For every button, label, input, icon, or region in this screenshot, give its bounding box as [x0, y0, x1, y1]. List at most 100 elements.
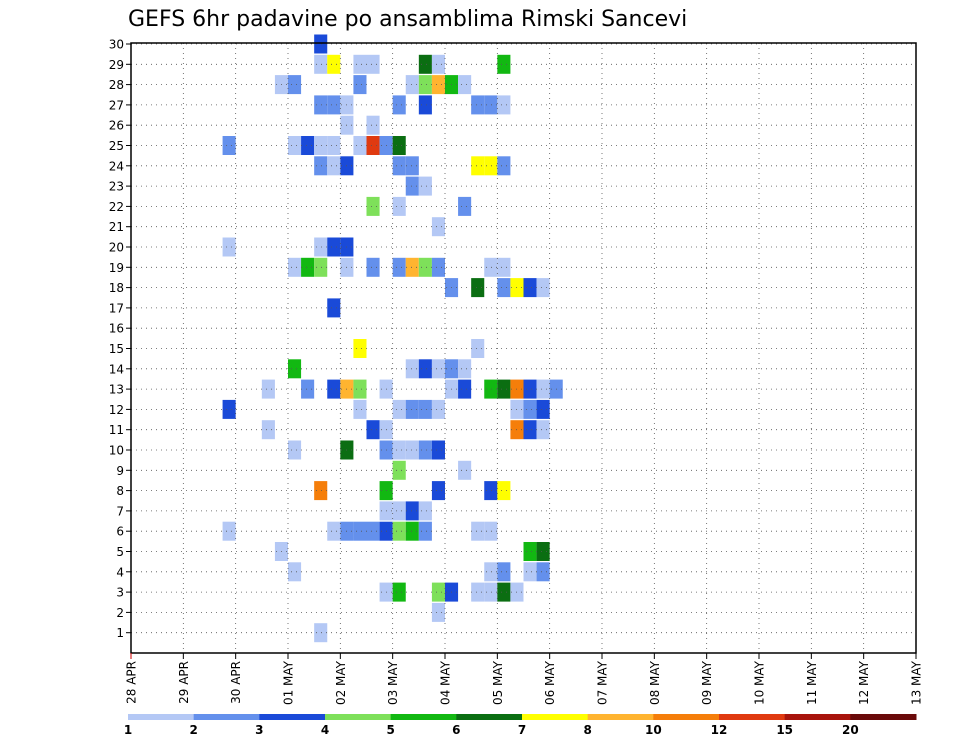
heatmap-cell-m27-s14: [314, 95, 328, 115]
heatmap-cell-m28-s22: [418, 75, 432, 95]
heatmap-cell-m3-s27: [484, 582, 498, 602]
heatmap-cell-m11-s30: [523, 420, 537, 440]
y-tick-label: 9: [116, 464, 124, 478]
heatmap-cell-m18-s31: [536, 278, 550, 298]
y-tick-label: 30: [109, 38, 124, 52]
heatmap-cell-m27-s20: [392, 95, 406, 115]
colorbar-segment: [587, 714, 654, 720]
colorbar-tick-label: 10: [645, 723, 662, 737]
y-tick-label: 27: [109, 98, 124, 112]
heatmap-cell-m19-s28: [497, 257, 511, 277]
heatmap-cell-m8-s23: [431, 481, 445, 501]
colorbar-tick-label: 8: [583, 723, 591, 737]
heatmap-cell-m3-s20: [392, 582, 406, 602]
heatmap-cell-m25-s20: [392, 136, 406, 155]
colorbar-tick-label: 2: [189, 723, 197, 737]
heatmap-cell-m9-s20: [392, 460, 406, 480]
x-tick-label: 29 APR: [177, 661, 191, 704]
y-tick-label: 24: [109, 159, 124, 173]
heatmap-cell-m5-s30: [523, 542, 537, 561]
y-tick-label: 1: [116, 626, 124, 640]
colorbar-segment: [259, 714, 326, 720]
heatmap-cell-m13-s27: [484, 379, 498, 399]
colorbar-segment: [719, 714, 786, 720]
x-tick-label: 08 MAY: [648, 660, 662, 705]
heatmap-cell-m6-s27: [484, 521, 498, 541]
heatmap-cell-m6-s15: [327, 521, 341, 541]
y-axis: 1234567891011121314151617181920212223242…: [109, 38, 131, 640]
heatmap-cell-m30-s14: [314, 34, 328, 54]
heatmap-cell-m12-s30: [523, 399, 537, 419]
heatmap-cell-m23-s21: [405, 176, 419, 196]
y-tick-label: 19: [109, 261, 124, 275]
y-tick-label: 11: [109, 423, 124, 437]
heatmap-cell-m25-s17: [353, 136, 367, 155]
colorbar-tick-label: 12: [711, 723, 728, 737]
heatmap-cell-m19-s18: [366, 257, 380, 277]
heatmap-cell-m25-s13: [301, 136, 315, 155]
y-tick-label: 5: [116, 545, 124, 559]
heatmap-cell-m13-s25: [458, 379, 472, 399]
heatmap-cell-m15-s26: [471, 339, 485, 358]
y-tick-label: 10: [109, 444, 124, 458]
heatmap-cell-m10-s21: [405, 440, 419, 460]
heatmap-cell-m25-s14: [314, 136, 328, 155]
colorbar-tick-label: 6: [452, 723, 460, 737]
y-tick-label: 22: [109, 200, 124, 214]
heatmap-cell-m24-s27: [484, 156, 498, 176]
heatmap-cell-m28-s23: [431, 75, 445, 95]
heatmap-cell-m4-s30: [523, 562, 537, 582]
y-tick-label: 12: [109, 403, 124, 417]
heatmap-cell-m12-s23: [431, 399, 445, 419]
y-tick-label: 8: [116, 484, 124, 498]
heatmap-cell-m19-s27: [484, 257, 498, 277]
y-tick-label: 2: [116, 606, 124, 620]
y-tick-label: 6: [116, 525, 124, 539]
heatmap-cell-m14-s12: [288, 359, 302, 379]
heatmap-cell-m27-s15: [327, 95, 341, 115]
x-tick-label: 13 MAY: [910, 660, 924, 705]
heatmap-cell-m20-s7: [222, 237, 236, 257]
heatmap-cell-m20-s15: [327, 237, 341, 257]
heatmap-cell-m14-s23: [431, 359, 445, 379]
heatmap-cell-m15-s17: [353, 339, 367, 358]
heatmap-cell-m4-s12: [288, 562, 302, 582]
heatmap-cell-m10-s20: [392, 440, 406, 460]
heatmap-cell-m24-s15: [327, 156, 341, 176]
colorbar-tick-label: 3: [255, 723, 263, 737]
heatmap-cell-m2-s23: [431, 602, 445, 622]
y-tick-label: 4: [116, 565, 124, 579]
heatmap-cell-m6-s26: [471, 521, 485, 541]
heatmap-cell-m10-s22: [418, 440, 432, 460]
heatmap-cell-m29-s15: [327, 54, 341, 74]
colorbar-tick-label: 4: [321, 723, 329, 737]
heatmap-cell-m12-s22: [418, 399, 432, 419]
colorbar-segment: [522, 714, 589, 720]
heatmap-cell-m1-s14: [314, 623, 328, 643]
heatmap-cell-m17-s15: [327, 298, 341, 318]
colorbar-segment: [850, 714, 917, 720]
heatmap-cell-m24-s26: [471, 156, 485, 176]
x-tick-label: 03 MAY: [386, 660, 400, 705]
heatmap-cell-m24-s28: [497, 156, 511, 176]
x-tick-label: 06 MAY: [543, 660, 557, 705]
y-tick-label: 21: [109, 220, 124, 234]
heatmap-cell-m28-s12: [288, 75, 302, 95]
colorbar-segment: [325, 714, 392, 720]
heatmap-cell-m29-s17: [353, 54, 367, 74]
heatmap-cell-m19-s14: [314, 257, 328, 277]
heatmap-cell-m13-s13: [301, 379, 315, 399]
x-tick-label: 12 MAY: [857, 660, 871, 705]
colorbar-segment: [653, 714, 720, 720]
heatmap-cell-m19-s20: [392, 257, 406, 277]
heatmap-cell-m10-s12: [288, 440, 302, 460]
heatmap-cell-m3-s28: [497, 582, 511, 602]
heatmap-cell-m12-s7: [222, 399, 236, 419]
colorbar-tick-label: 7: [518, 723, 526, 737]
chart-title: GEFS 6hr padavine po ansamblima Rimski S…: [128, 7, 687, 32]
colorbar-segment: [784, 714, 851, 720]
heatmap-cell-m19-s23: [431, 257, 445, 277]
heatmap-cell-m27-s27: [484, 95, 498, 115]
y-tick-label: 3: [116, 586, 124, 600]
